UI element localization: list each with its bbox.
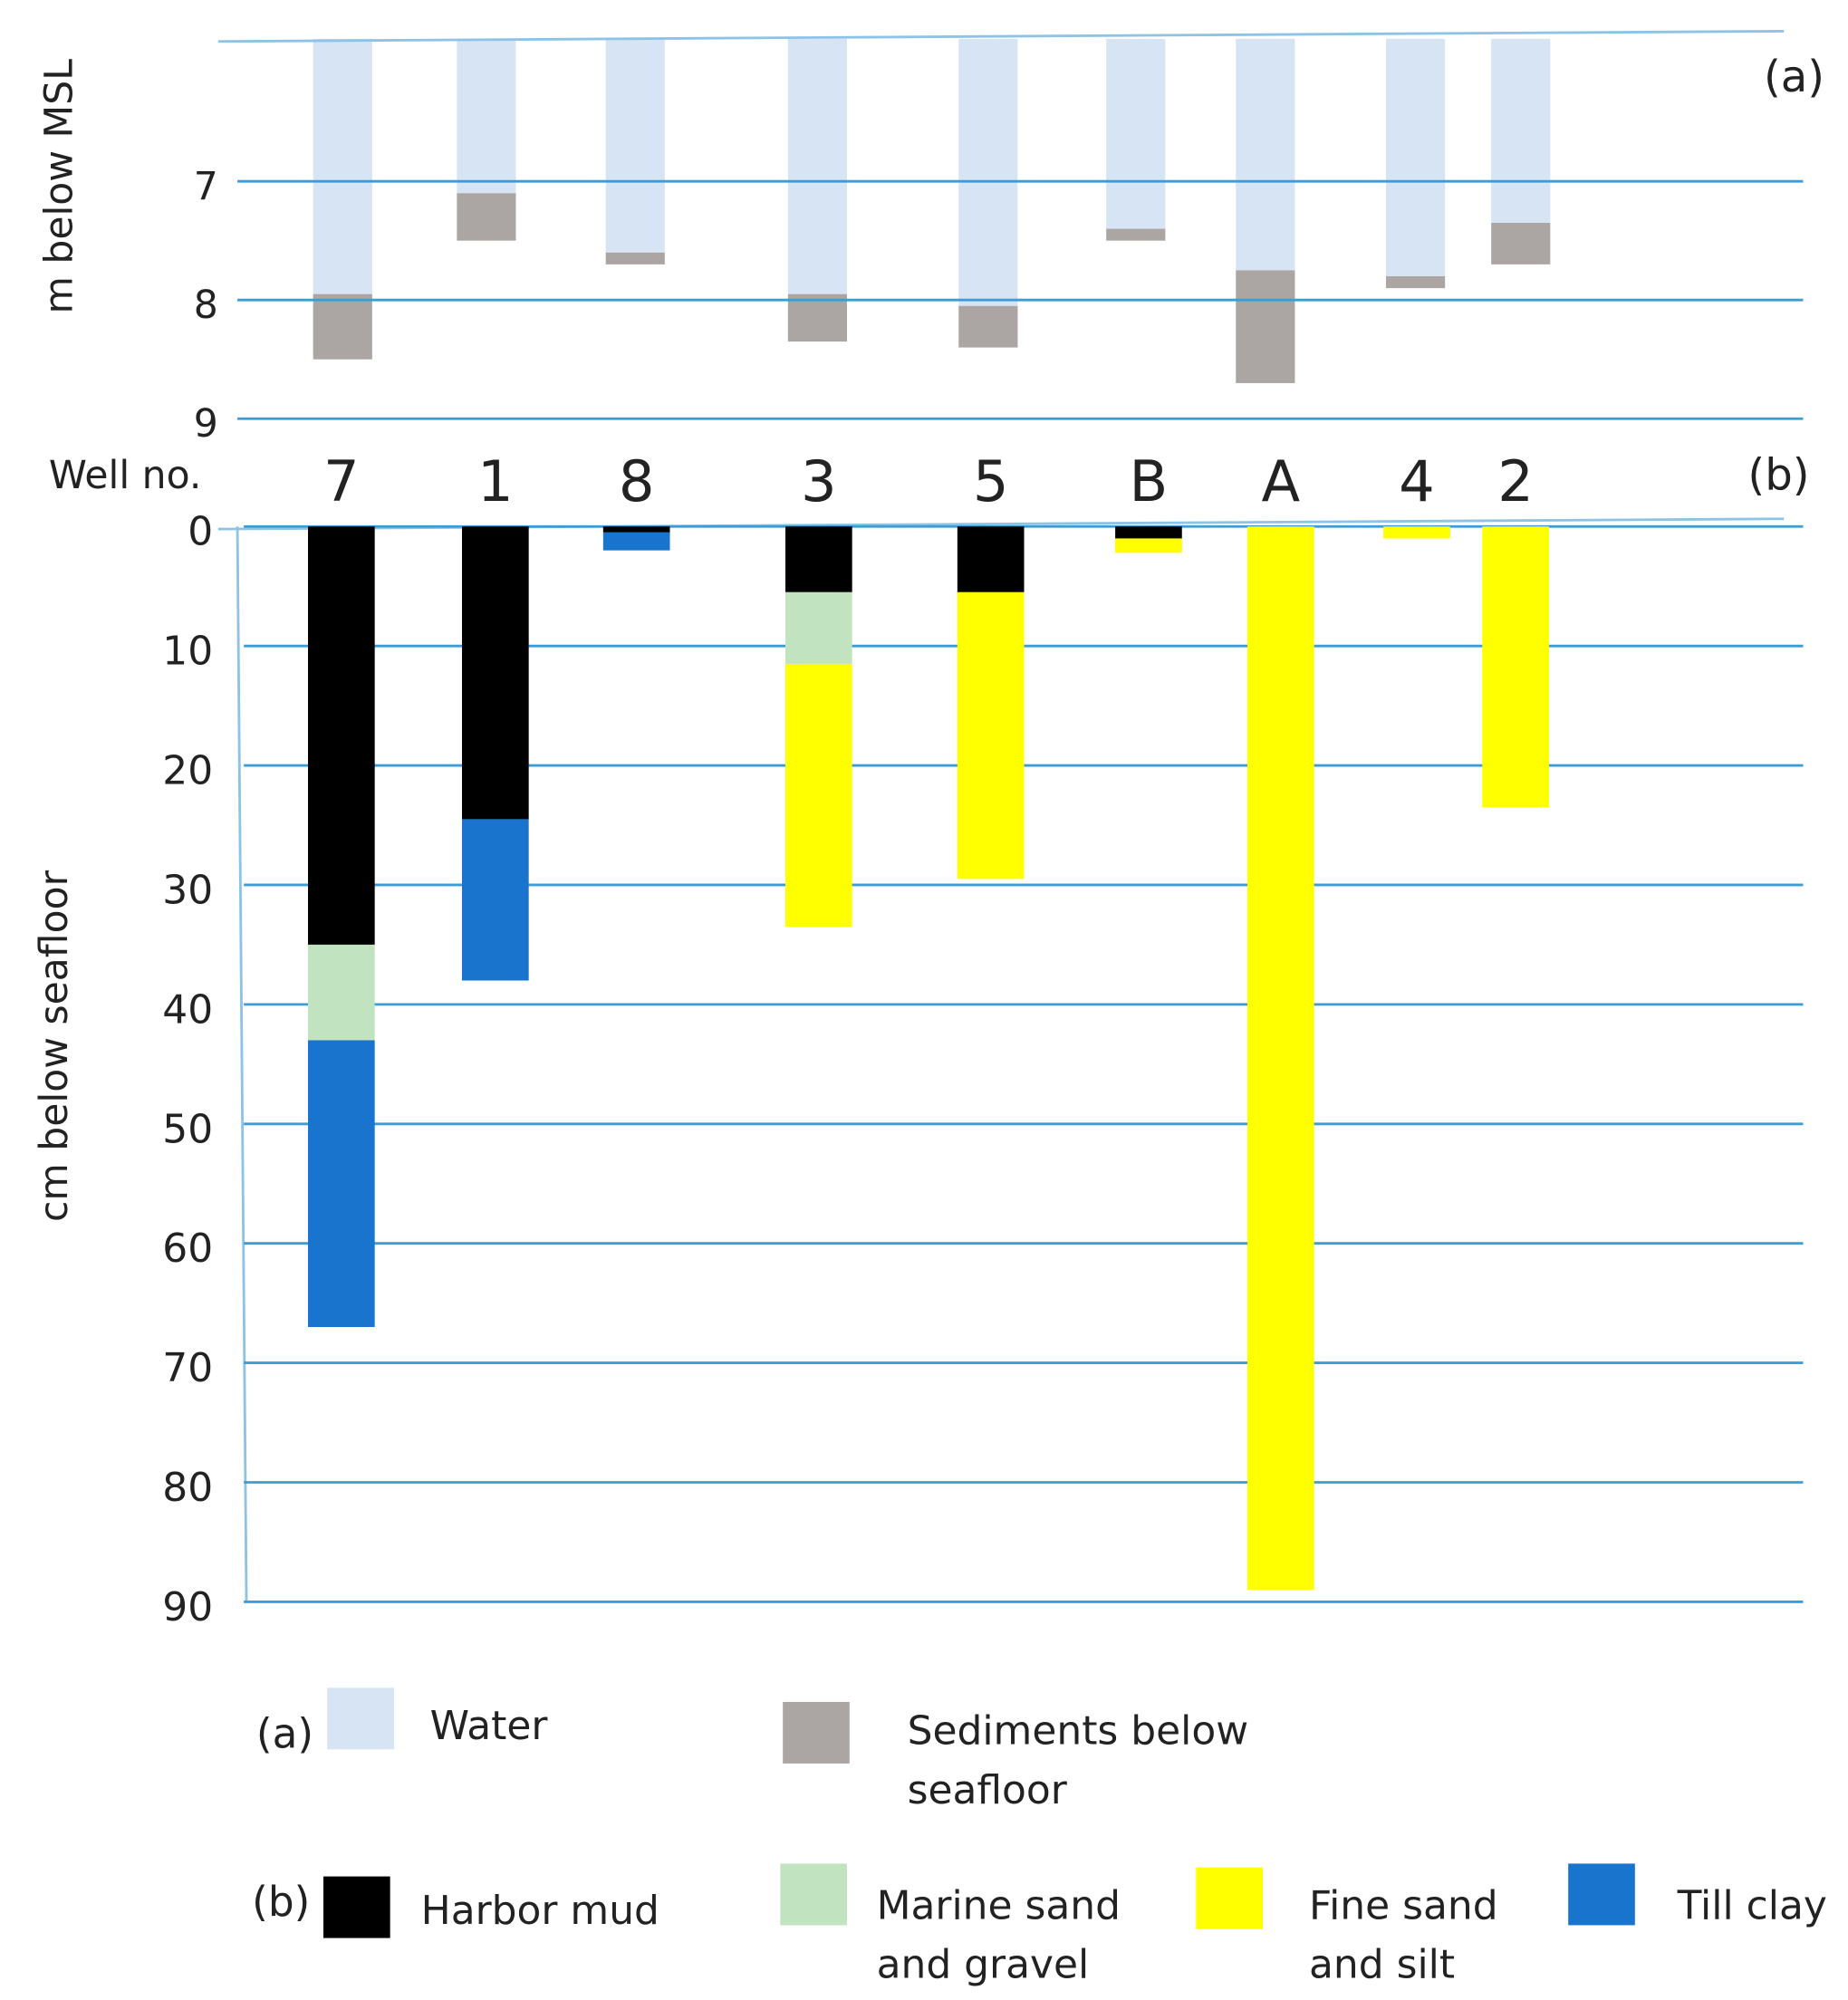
bar-segment xyxy=(785,526,852,592)
bar-segment xyxy=(313,293,372,360)
y-axis-label: cm below seafloor xyxy=(33,870,77,1222)
legend-label: Water xyxy=(429,1703,548,1750)
bar-segment xyxy=(958,38,1018,306)
legend-item: Fine sand and silt xyxy=(1309,1882,1498,1988)
bar-segment xyxy=(787,38,847,294)
bar-segment xyxy=(1386,276,1446,289)
y-tick-label: 90 xyxy=(162,1584,213,1630)
x-axis-label: Well no. xyxy=(49,454,202,498)
y-tick-label: 9 xyxy=(194,402,218,447)
bar-segment xyxy=(1247,526,1314,1591)
bar-segment xyxy=(1236,270,1295,383)
legend-swatch xyxy=(780,1863,847,1926)
y-tick-label: 60 xyxy=(162,1226,213,1272)
bar-segment xyxy=(1383,526,1450,539)
legend-group-label: (a) xyxy=(256,1710,313,1758)
bar-segment xyxy=(957,591,1025,880)
bar-segment xyxy=(787,293,847,342)
x-tick-label: 5 xyxy=(973,448,1009,514)
bar-segment xyxy=(462,526,529,820)
bar-segment xyxy=(1115,538,1182,553)
y-axis-label: m below MSL xyxy=(37,59,82,314)
legend-label: Sediments below seafloor xyxy=(907,1708,1249,1814)
panel-label: (a) xyxy=(1764,52,1824,102)
bar-segment xyxy=(1236,38,1295,271)
bar-segment xyxy=(457,193,516,241)
legend-group-label: (b) xyxy=(252,1878,310,1926)
y-tick-label: 50 xyxy=(162,1106,213,1152)
bar-segment xyxy=(1491,38,1551,224)
legend-label: Harbor mud xyxy=(420,1888,659,1935)
legend-item: Till clay xyxy=(1677,1882,1827,1929)
legend-item: Sediments below seafloor xyxy=(907,1708,1249,1814)
bar-segment xyxy=(1115,526,1182,539)
bar-segment xyxy=(308,526,375,945)
legend-item: Water xyxy=(429,1703,548,1750)
panel-a-bars xyxy=(313,38,1551,383)
x-tick-label: 1 xyxy=(477,448,514,514)
legend-swatch xyxy=(1196,1867,1263,1929)
y-tick-label: 8 xyxy=(194,284,218,328)
bar-segment xyxy=(958,305,1018,348)
y-tick-label: 40 xyxy=(162,986,213,1033)
bar-segment xyxy=(785,591,852,664)
legend-item: Harbor mud xyxy=(420,1888,659,1935)
bar-segment xyxy=(313,38,372,294)
bar-segment xyxy=(785,663,852,928)
x-tick-label: 7 xyxy=(323,448,360,514)
legend-swatch xyxy=(323,1876,390,1938)
bar-segment xyxy=(602,532,670,551)
y-tick-label: 30 xyxy=(162,867,213,913)
y-tick-label: 20 xyxy=(162,748,213,794)
bar-segment xyxy=(1491,223,1551,264)
panel-label: (b) xyxy=(1747,449,1809,500)
bar-segment xyxy=(602,526,670,533)
x-tick-label: 8 xyxy=(619,448,655,514)
bar-segment xyxy=(308,944,375,1041)
legend-label: Till clay xyxy=(1677,1882,1827,1929)
y-tick-label: 7 xyxy=(194,165,218,209)
y-tick-label: 0 xyxy=(188,509,213,555)
y-tick-label: 10 xyxy=(162,629,213,675)
legend-label: Marine sand and gravel xyxy=(876,1882,1121,1988)
bar-segment xyxy=(457,38,516,194)
legend-item: Marine sand and gravel xyxy=(876,1882,1121,1988)
x-tick-label: A xyxy=(1262,448,1301,514)
bar-segment xyxy=(957,526,1025,592)
x-tick-label: B xyxy=(1130,448,1169,514)
x-tick-label: 3 xyxy=(801,448,837,514)
legend-swatch xyxy=(783,1701,850,1764)
x-tick-label: 4 xyxy=(1399,448,1435,514)
y-tick-label: 80 xyxy=(162,1465,213,1511)
bar-segment xyxy=(605,38,665,253)
bar-segment xyxy=(1386,38,1446,276)
bar-segment xyxy=(1482,526,1549,808)
legend-swatch xyxy=(1568,1863,1635,1926)
bar-segment xyxy=(1106,38,1166,229)
bar-segment xyxy=(462,819,529,981)
x-tick-label: 2 xyxy=(1497,448,1534,514)
bar-segment xyxy=(605,252,665,264)
legend-swatch xyxy=(327,1688,394,1750)
bar-segment xyxy=(1106,228,1166,241)
bar-segment xyxy=(308,1040,375,1328)
axis-line xyxy=(217,30,1785,43)
legend-label: Fine sand and silt xyxy=(1309,1882,1498,1988)
y-tick-label: 70 xyxy=(162,1345,213,1391)
axis-line xyxy=(236,526,248,1602)
